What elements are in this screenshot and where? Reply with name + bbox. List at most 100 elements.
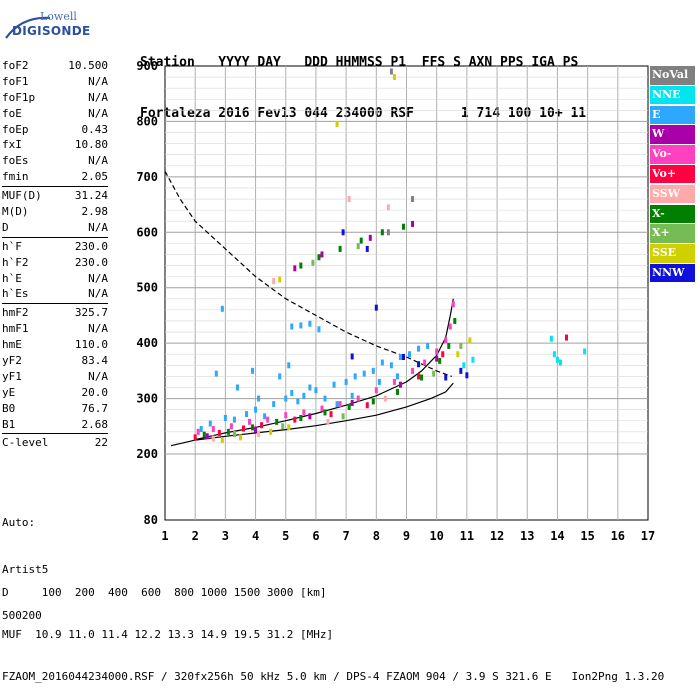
y-tick-label: 600 [136, 225, 158, 239]
data-point [371, 367, 375, 374]
data-point [299, 414, 303, 421]
data-point [199, 426, 203, 433]
x-tick-label: 11 [460, 529, 474, 543]
data-point [411, 367, 415, 374]
data-point [299, 322, 303, 329]
data-point [350, 392, 354, 399]
param-row: foF2 10.500 [2, 58, 108, 74]
data-point [583, 348, 587, 355]
x-tick-label: 10 [429, 529, 443, 543]
data-point [308, 413, 312, 420]
data-point [287, 362, 291, 369]
data-point [332, 381, 336, 388]
x-tick-label: 2 [192, 529, 199, 543]
param-row: yF1 N/A [2, 369, 108, 385]
param-row: hmE 110.0 [2, 337, 108, 353]
param-value: N/A [88, 154, 108, 168]
chart-grid [164, 65, 649, 521]
param-value: N/A [88, 271, 108, 285]
data-point [284, 412, 288, 419]
data-point [374, 387, 378, 394]
data-point [208, 420, 212, 427]
param-name: fxI [2, 138, 22, 152]
param-value: 10.80 [74, 138, 108, 152]
data-point [205, 433, 209, 440]
data-point [275, 418, 279, 425]
y-tick-label: 900 [136, 59, 158, 73]
data-point [338, 245, 342, 252]
data-point [341, 229, 345, 236]
data-point [417, 345, 421, 352]
data-point [308, 320, 312, 327]
chart-tick-labels: 1 2 3 4 5 6 7 8 9 10 11 12 13 14 15 16 17802003004005006… [136, 59, 655, 543]
data-point [365, 245, 369, 252]
data-point [386, 204, 390, 211]
data-point [468, 337, 472, 344]
data-point [451, 301, 455, 308]
data-point [220, 305, 224, 312]
param-value: 325.7 [74, 306, 108, 320]
data-point [284, 395, 288, 402]
data-point [426, 342, 430, 349]
data-point [241, 425, 245, 432]
data-point [423, 359, 427, 366]
data-point [266, 416, 270, 423]
data-point [232, 416, 236, 423]
data-point [395, 373, 399, 380]
data-point [444, 374, 448, 381]
y-tick-label: 300 [136, 392, 158, 406]
param-name: B1 [2, 417, 16, 431]
param-value: 76.7 [81, 401, 109, 415]
param-name: yF2 [2, 354, 22, 368]
param-name: foEs [2, 154, 29, 168]
data-point [235, 384, 239, 391]
data-point [254, 426, 258, 433]
param-row: foE N/A [2, 106, 108, 122]
param-name: h`F [2, 239, 22, 253]
data-point [317, 326, 321, 333]
param-row: foEp 0.43 [2, 122, 108, 138]
data-point [368, 234, 372, 241]
data-point [320, 405, 324, 412]
legend-item: W [650, 125, 695, 144]
data-point [356, 243, 360, 250]
x-tick-label: 3 [222, 529, 229, 543]
x-tick-label: 15 [580, 529, 594, 543]
data-point [417, 361, 421, 368]
param-value: N/A [88, 90, 108, 104]
data-point [251, 367, 255, 374]
data-point [326, 418, 330, 425]
data-point [257, 395, 261, 402]
data-point [320, 251, 324, 258]
y-tick-label: 400 [136, 336, 158, 350]
data-point [302, 409, 306, 416]
data-point [350, 353, 354, 360]
data-point [447, 342, 451, 349]
footer-info: D 100 200 400 600 800 1000 1500 3000 [km… [2, 558, 664, 698]
param-row: foF1p N/A [2, 90, 108, 106]
polarization-legend: NoVal NNE E W Vo- Vo+ SSW X- X+ SSE NNW [650, 66, 695, 284]
data-point [386, 229, 390, 236]
data-point [269, 428, 273, 435]
data-point [302, 392, 306, 399]
profile-curve [170, 382, 454, 447]
param-value: N/A [88, 287, 108, 301]
param-value: 20.0 [81, 385, 109, 399]
data-point [323, 409, 327, 416]
data-point [323, 395, 327, 402]
param-name: foE [2, 106, 22, 120]
data-point [459, 342, 463, 349]
param-name: foF2 [2, 59, 29, 72]
legend-item: Vo+ [650, 164, 695, 184]
header-values: Fortaleza 2016 Fev13 044 234000 RSF 1 71… [140, 106, 587, 121]
data-point [293, 265, 297, 272]
param-separator [2, 433, 108, 435]
data-point [356, 395, 360, 402]
param-name: D [2, 220, 9, 234]
param-value: 2.68 [81, 417, 109, 431]
param-value: 22 [94, 436, 108, 450]
x-tick-label: 5 [282, 529, 289, 543]
data-point [335, 121, 339, 128]
data-point [341, 413, 345, 420]
data-point [435, 355, 439, 362]
